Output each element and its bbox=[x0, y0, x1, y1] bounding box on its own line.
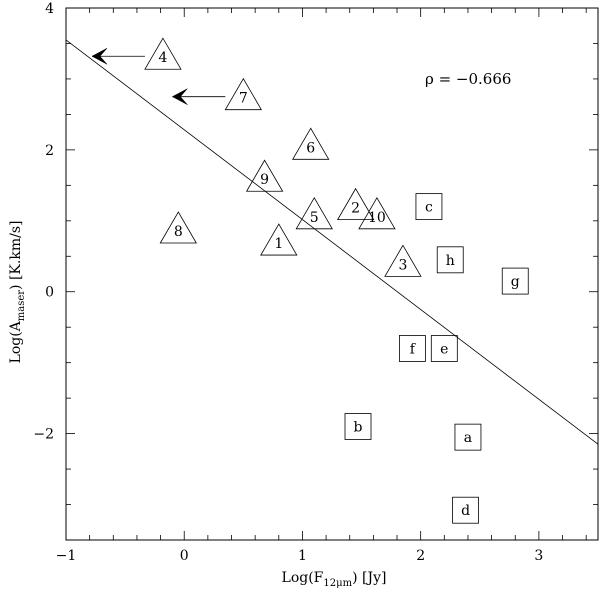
square-marker-label: c bbox=[425, 200, 433, 216]
regression-line bbox=[65, 39, 599, 445]
triangle-marker bbox=[159, 211, 198, 244]
triangle-marker-label: 7 bbox=[239, 91, 248, 107]
square-marker-label: b bbox=[354, 420, 363, 436]
square-marker-label: e bbox=[440, 341, 448, 357]
axis-ticks bbox=[65, 7, 598, 541]
x-tick-label: 2 bbox=[416, 548, 425, 564]
square-marker bbox=[436, 246, 464, 274]
square-marker-label: g bbox=[511, 274, 520, 290]
triangle-marker bbox=[260, 223, 298, 256]
square-marker bbox=[398, 335, 426, 362]
x-tick-label: 1 bbox=[298, 548, 307, 564]
y-tick-label: 0 bbox=[45, 285, 54, 301]
triangle-marker bbox=[295, 197, 333, 230]
plot-frame bbox=[65, 7, 599, 541]
square-marker bbox=[415, 193, 443, 221]
triangle-marker bbox=[245, 159, 284, 192]
y-axis-label: Log(Amaser) [K.km/s] bbox=[8, 221, 27, 364]
square-marker-label: h bbox=[446, 253, 455, 269]
y-axis-label-sub: maser bbox=[16, 290, 27, 321]
correlation-annotation: ρ = −0.666 bbox=[425, 70, 511, 88]
x-axis-label: Log(F12μm) [Jy] bbox=[282, 570, 387, 589]
x-tick-label: 0 bbox=[180, 548, 189, 564]
data-markers: 1 2 3 4 5 6 7 8 9 10 a b c d e f g h bbox=[144, 37, 529, 524]
square-marker bbox=[344, 413, 372, 440]
x-axis-label-sub: 12μm bbox=[323, 578, 352, 589]
triangle-marker bbox=[144, 37, 182, 70]
x-tick-label: 3 bbox=[534, 548, 543, 564]
x-axis-label-tail: ) [Jy] bbox=[352, 570, 386, 586]
x-axis-label-main: Log(F bbox=[282, 570, 324, 586]
upper-limit-arrow-head bbox=[171, 88, 188, 105]
triangle-marker-label: 4 bbox=[158, 50, 167, 66]
triangle-marker-label: 2 bbox=[351, 201, 360, 217]
upper-limit-arrows bbox=[91, 48, 226, 105]
square-marker bbox=[452, 496, 479, 524]
y-tick-label: −2 bbox=[33, 427, 54, 443]
triangle-marker-label: 6 bbox=[306, 140, 315, 156]
triangle-marker-label: 1 bbox=[274, 236, 283, 252]
tick-labels: −1 0 1 2 3 −2 0 2 4 bbox=[33, 1, 543, 564]
triangle-marker-label: 9 bbox=[260, 172, 269, 188]
triangle-marker bbox=[384, 244, 422, 277]
y-axis-label-tail: ) [K.km/s] bbox=[8, 221, 24, 290]
triangle-marker bbox=[336, 187, 375, 221]
square-marker bbox=[501, 267, 529, 295]
triangle-marker-label: 10 bbox=[368, 210, 386, 226]
square-marker-label: a bbox=[464, 430, 472, 446]
triangle-marker-label: 3 bbox=[398, 257, 407, 273]
square-marker-label: d bbox=[461, 503, 470, 519]
upper-limit-arrow-head bbox=[91, 48, 108, 65]
square-marker-label: f bbox=[410, 341, 417, 357]
square-marker bbox=[430, 335, 458, 362]
square-marker bbox=[454, 423, 482, 451]
y-axis-label-main: Log(A bbox=[8, 320, 24, 363]
y-tick-label: 2 bbox=[45, 143, 54, 159]
x-tick-label: −1 bbox=[56, 548, 77, 564]
y-tick-label: 4 bbox=[45, 1, 54, 17]
triangle-marker bbox=[292, 127, 330, 160]
triangle-marker bbox=[358, 197, 396, 230]
triangle-marker-label: 5 bbox=[310, 210, 319, 226]
triangle-marker bbox=[224, 77, 263, 111]
triangle-marker-label: 8 bbox=[174, 224, 183, 240]
